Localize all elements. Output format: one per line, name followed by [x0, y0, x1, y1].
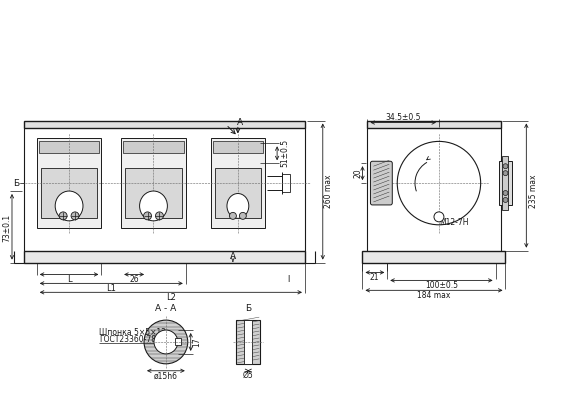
Text: 235 max: 235 max	[529, 175, 538, 208]
Circle shape	[156, 212, 163, 220]
Ellipse shape	[139, 191, 167, 221]
Circle shape	[230, 212, 236, 219]
Circle shape	[503, 191, 508, 195]
Text: Ø5: Ø5	[243, 371, 254, 380]
Circle shape	[503, 198, 508, 202]
Circle shape	[143, 212, 152, 220]
Circle shape	[59, 212, 67, 220]
Text: А: А	[237, 118, 243, 127]
Bar	[41, 168, 97, 218]
Text: А - А: А - А	[155, 304, 177, 313]
Text: Б: Б	[245, 304, 251, 313]
Text: 184 max: 184 max	[417, 291, 451, 300]
Bar	[367, 121, 501, 129]
Bar	[213, 141, 263, 153]
Text: 26: 26	[129, 275, 139, 284]
Bar	[282, 174, 290, 192]
Text: L2: L2	[166, 293, 176, 302]
Circle shape	[503, 171, 508, 176]
Text: 51±0.5: 51±0.5	[280, 139, 290, 167]
Text: ГОСТ23360-78: ГОСТ23360-78	[99, 336, 156, 345]
Text: L: L	[67, 275, 71, 284]
Text: 17: 17	[192, 337, 201, 347]
Bar	[236, 320, 260, 364]
Bar	[121, 138, 186, 228]
Text: 34.5±0.5: 34.5±0.5	[385, 113, 421, 122]
Bar	[125, 168, 182, 218]
Text: 100±0.5: 100±0.5	[425, 281, 458, 290]
Circle shape	[71, 212, 79, 220]
Bar	[175, 338, 181, 345]
Circle shape	[240, 212, 247, 219]
Circle shape	[154, 330, 178, 354]
Text: 73±0.1: 73±0.1	[2, 214, 12, 242]
Bar	[39, 141, 99, 153]
Text: l: l	[287, 275, 289, 284]
Bar	[244, 320, 252, 364]
Bar	[24, 121, 305, 129]
Text: ø15h6: ø15h6	[154, 371, 178, 380]
Text: L1: L1	[106, 284, 116, 293]
Text: А: А	[230, 252, 236, 261]
Text: Б: Б	[13, 178, 19, 187]
Bar	[503, 156, 508, 210]
Bar	[37, 138, 101, 228]
Ellipse shape	[55, 191, 83, 221]
Text: М12-7Н: М12-7Н	[439, 219, 469, 227]
Circle shape	[503, 164, 508, 169]
Bar	[210, 138, 265, 228]
Bar	[498, 161, 512, 205]
Ellipse shape	[227, 193, 249, 219]
Bar	[363, 251, 505, 263]
Text: 21: 21	[370, 273, 379, 282]
Text: 260 max: 260 max	[324, 175, 333, 208]
Circle shape	[434, 212, 444, 222]
Bar	[123, 141, 184, 153]
Bar	[24, 251, 305, 263]
Circle shape	[144, 320, 188, 364]
Text: Шпонка 5×5×12: Шпонка 5×5×12	[99, 327, 166, 336]
FancyBboxPatch shape	[370, 161, 392, 205]
Text: 20: 20	[353, 168, 362, 178]
Bar	[373, 163, 390, 203]
Bar	[215, 168, 261, 218]
